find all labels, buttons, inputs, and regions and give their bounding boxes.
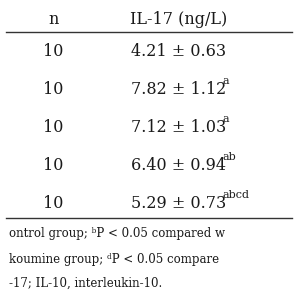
Text: IL-17 (ng/L): IL-17 (ng/L) <box>130 11 227 28</box>
Text: koumine group; ᵈP < 0.05 compare: koumine group; ᵈP < 0.05 compare <box>9 253 219 266</box>
Text: -17; IL-10, interleukin-10.: -17; IL-10, interleukin-10. <box>9 277 162 290</box>
Text: ontrol group; ᵇP < 0.05 compared w: ontrol group; ᵇP < 0.05 compared w <box>9 227 225 240</box>
Text: abcd: abcd <box>223 190 250 201</box>
Text: n: n <box>49 11 59 28</box>
Text: ab: ab <box>223 152 237 162</box>
Text: a: a <box>223 114 229 124</box>
Text: 7.12 ± 1.03: 7.12 ± 1.03 <box>131 119 226 136</box>
Text: 10: 10 <box>44 119 64 136</box>
Text: 10: 10 <box>44 81 64 98</box>
Text: a: a <box>223 76 229 86</box>
Text: 6.40 ± 0.94: 6.40 ± 0.94 <box>131 157 226 174</box>
Text: 10: 10 <box>44 43 64 60</box>
Text: 10: 10 <box>44 195 64 212</box>
Text: 7.82 ± 1.12: 7.82 ± 1.12 <box>131 81 226 98</box>
Text: 4.21 ± 0.63: 4.21 ± 0.63 <box>131 43 226 60</box>
Text: 5.29 ± 0.73: 5.29 ± 0.73 <box>131 195 226 212</box>
Text: 10: 10 <box>44 157 64 174</box>
